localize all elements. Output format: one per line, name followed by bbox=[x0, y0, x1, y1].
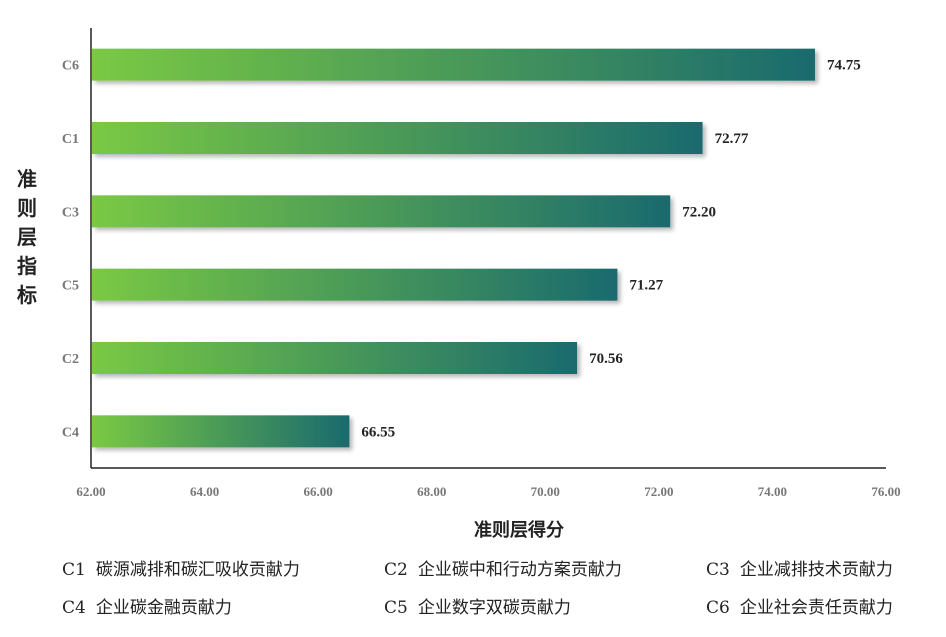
bars-group bbox=[92, 48, 816, 448]
value-label-c5: 71.27 bbox=[629, 278, 663, 294]
category-label-c1: C1 bbox=[62, 132, 79, 147]
category-label-c3: C3 bbox=[62, 205, 79, 220]
bar-c6 bbox=[92, 48, 816, 81]
x-tick-labels-group: 62.00 64.00 66.00 68.00 70.00 72.00 74.00 76.00 bbox=[76, 484, 900, 499]
x-tick-label: 64.00 bbox=[190, 484, 219, 499]
value-label-c4: 66.55 bbox=[361, 424, 395, 440]
legend-item-c5: C5 企业数字双碳贡献力 bbox=[384, 597, 571, 618]
legend-item-c4: C4 企业碳金融贡献力 bbox=[62, 597, 232, 618]
bar-c5 bbox=[92, 268, 618, 301]
value-label-c3: 72.20 bbox=[682, 204, 716, 220]
category-labels-group: C6 C1 C3 C5 C2 C4 bbox=[62, 59, 79, 441]
x-tick-label: 62.00 bbox=[76, 484, 105, 499]
legend-item-c1: C1 碳源减排和碳汇吸收贡献力 bbox=[62, 559, 300, 580]
x-tick-label: 74.00 bbox=[758, 484, 787, 499]
value-label-c2: 70.56 bbox=[589, 351, 623, 367]
bar-c3 bbox=[92, 195, 671, 228]
category-label-c5: C5 bbox=[62, 279, 79, 294]
bar-c4 bbox=[92, 415, 350, 448]
legend-item-c2: C2 企业碳中和行动方案贡献力 bbox=[384, 559, 622, 580]
legend: C1 碳源减排和碳汇吸收贡献力 C2 企业碳中和行动方案贡献力 C3 企业减排技术贡献… bbox=[62, 548, 942, 624]
legend-item-c6: C6 企业社会责任贡献力 bbox=[706, 597, 893, 618]
legend-item-c3: C3 企业减排技术贡献力 bbox=[706, 559, 893, 580]
category-label-c2: C2 bbox=[62, 352, 79, 367]
x-tick-label: 76.00 bbox=[871, 484, 900, 499]
value-label-c6: 74.75 bbox=[827, 58, 861, 74]
value-labels-group: 74.75 72.77 72.20 71.27 70.56 66.55 bbox=[361, 58, 860, 441]
category-label-c6: C6 bbox=[62, 59, 79, 74]
category-label-c4: C4 bbox=[62, 425, 79, 440]
value-label-c1: 72.77 bbox=[715, 131, 749, 147]
x-tick-label: 66.00 bbox=[304, 484, 333, 499]
x-tick-label: 72.00 bbox=[644, 484, 673, 499]
bar-c2 bbox=[92, 342, 578, 374]
x-tick-label: 68.00 bbox=[417, 484, 446, 499]
x-tick-label: 70.00 bbox=[531, 484, 560, 499]
x-axis-title: 准则层得分 bbox=[474, 519, 564, 541]
legend-row: C1 碳源减排和碳汇吸收贡献力 C2 企业碳中和行动方案贡献力 C3 企业减排技术贡献… bbox=[62, 548, 942, 586]
y-axis-title: 准则层指标 bbox=[17, 167, 37, 307]
bar-c1 bbox=[92, 122, 703, 154]
legend-row: C4 企业碳金融贡献力 C5 企业数字双碳贡献力 C6 企业社会责任贡献力 bbox=[62, 586, 942, 624]
